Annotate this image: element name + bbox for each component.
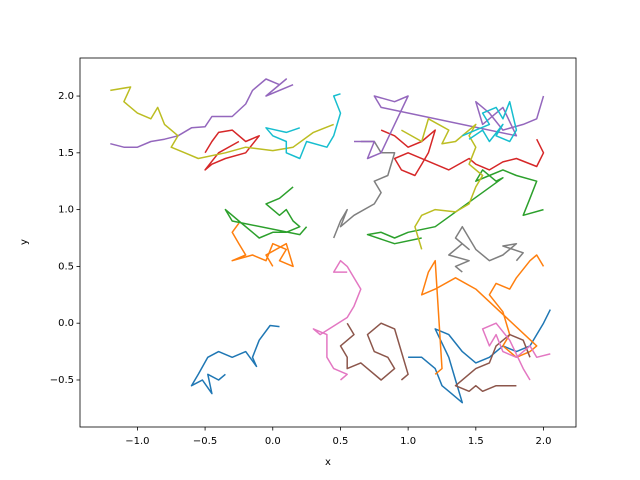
series-line: [454, 333, 531, 393]
x-tick-label: 1.5: [468, 436, 484, 447]
x-tick-label: −0.5: [193, 436, 217, 447]
y-tick-label: −0.5: [50, 375, 74, 386]
series-line: [265, 93, 342, 160]
series-line: [481, 322, 551, 381]
series-line: [204, 129, 260, 171]
x-axis-label: x: [325, 457, 331, 468]
plot-frame: [79, 57, 577, 428]
series-line: [448, 225, 524, 273]
x-tick-label: −1.0: [125, 436, 149, 447]
y-tick-label: 2.0: [58, 91, 74, 102]
y-tick-label: 1.5: [58, 148, 74, 159]
series-line: [401, 118, 484, 250]
series-line: [354, 95, 545, 160]
series-line: [333, 140, 396, 239]
y-axis-label: y: [19, 239, 30, 245]
series-line: [380, 129, 545, 177]
series-line: [110, 78, 294, 148]
series-line: [190, 324, 280, 395]
y-tick-label: 0.0: [58, 318, 74, 329]
series-line: [366, 169, 544, 245]
series-line: [339, 322, 409, 381]
y-tick-label: 1.0: [58, 205, 74, 216]
y-tick-label: 0.5: [58, 261, 74, 272]
x-tick-label: 0.5: [333, 436, 349, 447]
series-line: [231, 222, 294, 268]
series-line: [110, 86, 334, 160]
series-line: [420, 254, 545, 375]
x-tick-label: 1.0: [400, 436, 416, 447]
series-line: [462, 100, 518, 143]
x-tick-label: 0.0: [265, 436, 281, 447]
x-tick-label: 2.0: [536, 436, 552, 447]
series-line: [312, 259, 362, 381]
series-line: [224, 186, 308, 239]
